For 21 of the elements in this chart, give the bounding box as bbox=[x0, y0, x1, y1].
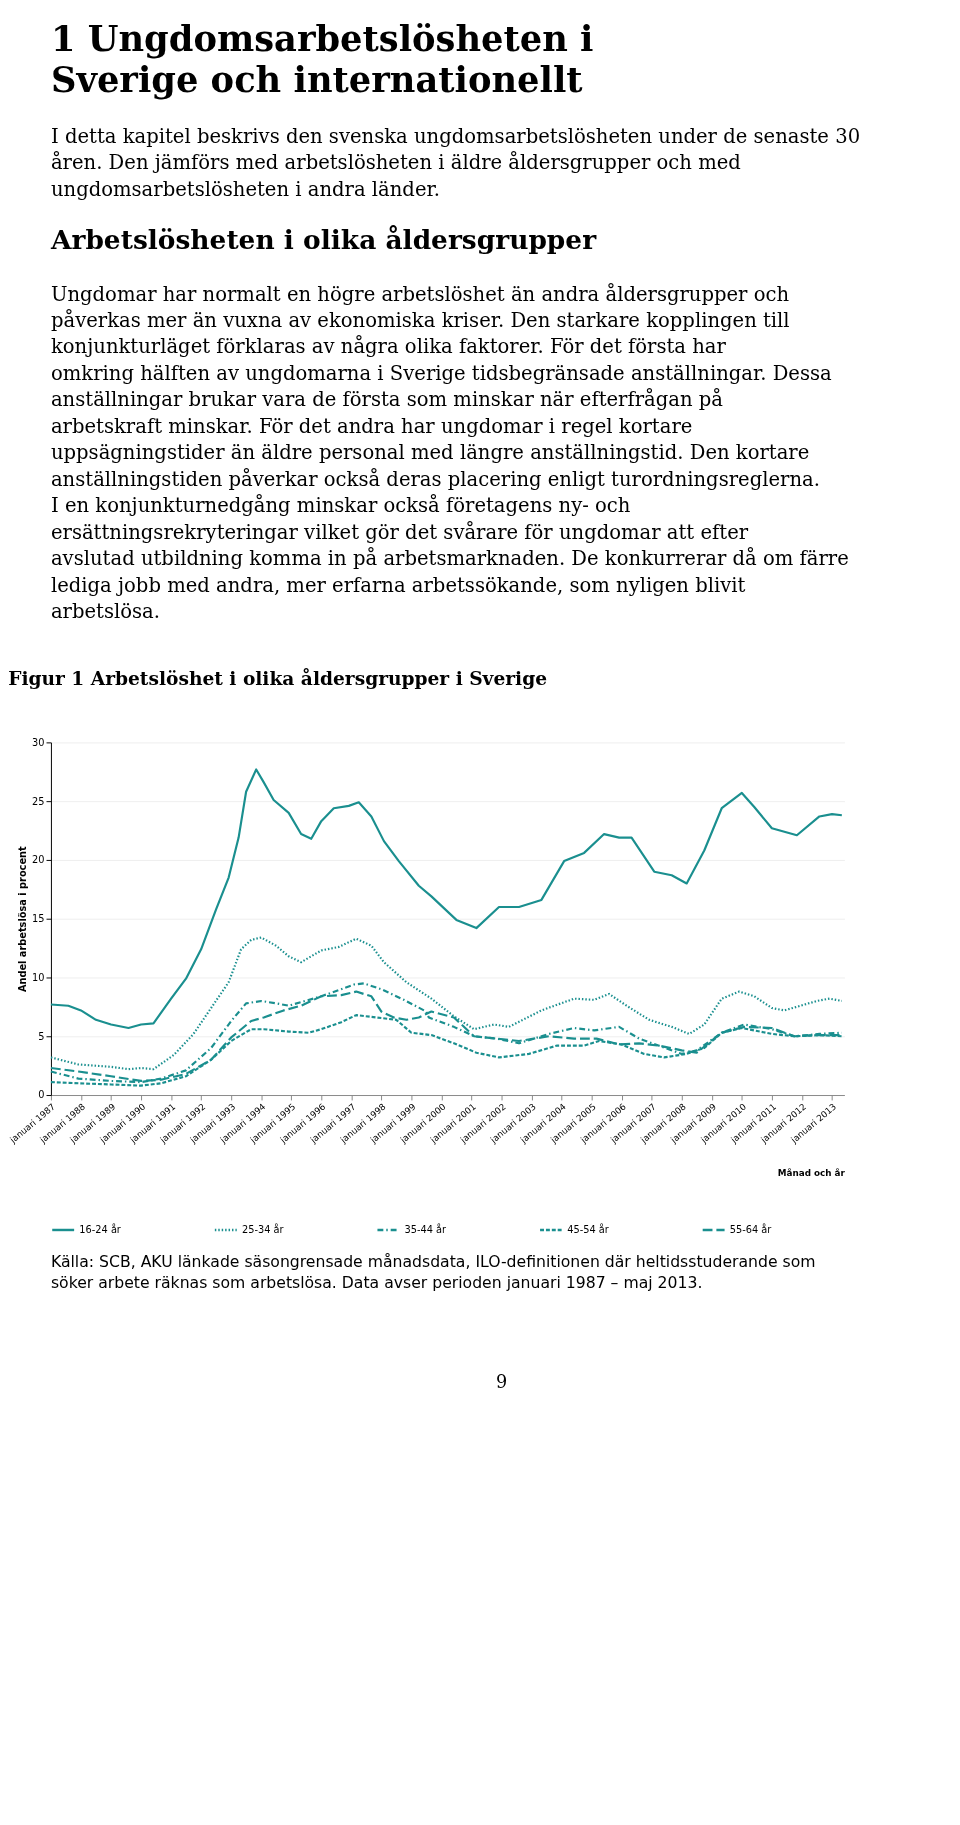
y-tick-label: 0 bbox=[38, 1089, 45, 1101]
text: Källa: SCB, AKU länkade säsongrensade månadsdata, ILO-definitionen där heltidsstuderande som söker arbete räknas som arbetslösa. Data avser perioden januari 1987 – maj 2013. bbox=[50, 1252, 816, 1293]
legend-label: 45-54 år bbox=[567, 1222, 610, 1235]
text: I detta kapitel beskrivs den svenska ungdomsarbetslösheten under de senaste 30 åren. Den jämförs med arbetslösheten i äldre åldersgrupper och med ungdomsarbetslösheten i andra länder. bbox=[50, 124, 861, 201]
y-tick-label: 20 bbox=[32, 854, 45, 866]
legend-label: 16-24 år bbox=[79, 1222, 122, 1235]
text: 1 Ungdomsarbetslösheten i Sverige och internationellt bbox=[50, 17, 594, 100]
y-tick-label: 25 bbox=[32, 795, 45, 807]
legend-label: 55-64 år bbox=[729, 1222, 773, 1235]
y-tick-label: 15 bbox=[32, 913, 45, 925]
x-axis-title: Månad och år bbox=[777, 1168, 846, 1179]
y-axis-title: Andel arbetslösa i procent bbox=[17, 846, 29, 993]
y-tick-label: 5 bbox=[38, 1030, 45, 1042]
chart-title: Figur 1 Arbetslöshet i olika åldersgrupper i Sverige bbox=[8, 666, 547, 689]
y-tick-label: 10 bbox=[32, 971, 45, 983]
text: Arbetslösheten i olika åldersgrupper bbox=[49, 223, 598, 255]
y-tick-label: 30 bbox=[32, 736, 45, 748]
text: 9 bbox=[495, 1371, 508, 1392]
legend-label: 35-44 år bbox=[404, 1222, 448, 1235]
text: Ungdomar har normalt en högre arbetslöshet än andra åldersgrupper och påverkas mer än vuxna av ekonomiska kriser. Den starkare kopplingen till konjunkturläget förklaras av några olika faktorer. För det första har omkring hälften av ungdomarna i Sverige tidsbegränsade anställningar. Dessa anställningar brukar vara de första som minskar när efterfrågan på arbetskraft minskar. För det andra har ungdomar i regel kortare uppsägningstider än äldre personal med längre anställningstid. Den kortare anställningstiden påverkar också deras placering enligt turordningsreglerna. I en konjunkturnedgång minskar också företagens ny- och ersättningsrekryteringar vilket gör det svårare för ungdomar att efter avslutad utbildning komma in på arbetsmarknaden. De konkurrerar då om färre lediga jobb med andra, mer erfarna arbetssökande, som nyligen blivit arbetslösa. bbox=[50, 282, 849, 623]
legend-label: 25-34 år bbox=[241, 1222, 285, 1235]
